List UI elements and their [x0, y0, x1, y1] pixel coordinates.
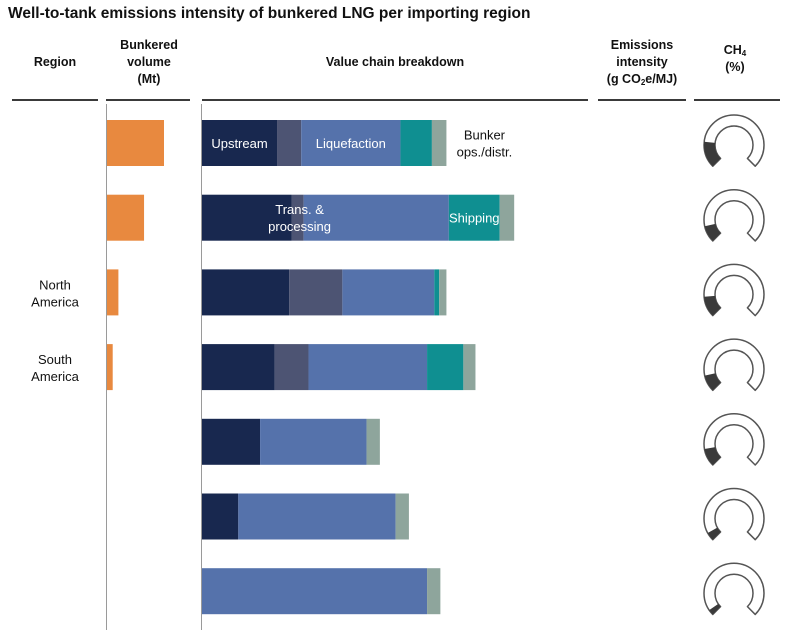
segment-bunker-ops-distr-europe: [431, 120, 447, 166]
segment-shipping-north-america: [434, 269, 440, 316]
header-rule-region: [12, 99, 98, 101]
segment-shipping-south-america: [427, 344, 464, 391]
segment-shipping-asia: [448, 194, 500, 241]
segment-liquefaction-europe: [301, 120, 401, 166]
segment-bunker-ops-distr-south-america: [463, 344, 476, 391]
header-rule-volume: [106, 99, 190, 101]
header-rule-ch4: [694, 99, 780, 101]
ch4-gauge-fill-russia: [704, 447, 721, 466]
header-ch4: CH4 (%): [723, 43, 747, 74]
ch4-gauge-track-asia: [703, 189, 765, 242]
ch4-gauge-fill-africa: [709, 603, 721, 615]
ch4-gauge-fill-south-america: [704, 373, 721, 391]
segment-label-liquefaction: Liquefaction: [316, 136, 386, 151]
segment-label-bunker-ops-distr: Bunker ops./distr.: [457, 128, 513, 160]
segment-liquefaction-south-america: [308, 344, 428, 391]
header-rule-intensity: [598, 99, 686, 101]
segment-label-shipping: Shipping: [449, 211, 500, 226]
segment-liquefaction-oceania: [238, 493, 396, 540]
segment-upstream-oceania: [202, 493, 239, 540]
segment-upstream-south-america: [202, 344, 275, 391]
volume-bar-north-america: [107, 269, 119, 316]
header-volume: Bunkered volume (Mt): [120, 38, 178, 86]
ch4-gauge-fill-europe: [703, 141, 721, 167]
breakdown-axis: [201, 104, 202, 630]
region-label-north-america: North America: [31, 277, 79, 309]
header-breakdown: Value chain breakdown: [325, 55, 465, 69]
volume-bar-europe: [107, 120, 164, 166]
segment-trans-processing-asia: [291, 194, 304, 241]
volume-axis: [106, 104, 107, 630]
ch4-gauge-track-russia: [703, 413, 765, 466]
segment-bunker-ops-distr-north-america: [439, 269, 447, 316]
segment-upstream-asia: [202, 194, 292, 241]
ch4-gauge-fill-north-america: [704, 295, 721, 316]
ch4-gauge-track-africa: [703, 562, 765, 616]
ch4-gauge-track-oceania: [703, 487, 765, 541]
region-label-south-america: South America: [31, 352, 79, 384]
segment-bunker-ops-distr-oceania: [395, 493, 409, 540]
segment-bunker-ops-distr-asia: [499, 194, 515, 241]
volume-bar-south-america: [107, 344, 113, 391]
segment-liquefaction-north-america: [342, 269, 435, 316]
segment-liquefaction-africa: [202, 568, 428, 615]
ch4-gauge-track-north-america: [703, 263, 765, 317]
segment-trans-processing-north-america: [289, 269, 343, 316]
ch4-gauge-track-europe: [703, 114, 765, 167]
segment-label-upstream: Upstream: [211, 136, 267, 151]
segment-upstream-russia: [202, 418, 261, 465]
segment-upstream-north-america: [202, 269, 290, 316]
segment-label-trans-processing: Trans. & processing: [268, 202, 331, 234]
ch4-gauge-fill-oceania: [707, 527, 721, 540]
segment-bunker-ops-distr-russia: [366, 418, 380, 465]
segment-shipping-europe: [400, 120, 432, 166]
chart-title: Well-to-tank emissions intensity of bunk…: [8, 5, 531, 22]
header-region: Region: [33, 55, 77, 69]
ch4-gauge-fill-asia: [704, 223, 721, 241]
header-rule-breakdown: [202, 99, 588, 101]
volume-bar-asia: [107, 194, 145, 241]
segment-upstream-europe: [202, 120, 278, 166]
header-intensity: Emissions intensity (g CO2e/MJ): [606, 38, 678, 87]
segment-trans-processing-south-america: [274, 344, 309, 391]
segment-trans-processing-europe: [277, 120, 302, 166]
segment-liquefaction-asia: [303, 194, 449, 241]
segment-bunker-ops-distr-africa: [427, 568, 441, 615]
segment-liquefaction-russia: [260, 418, 367, 465]
ch4-gauge-track-south-america: [703, 338, 765, 392]
